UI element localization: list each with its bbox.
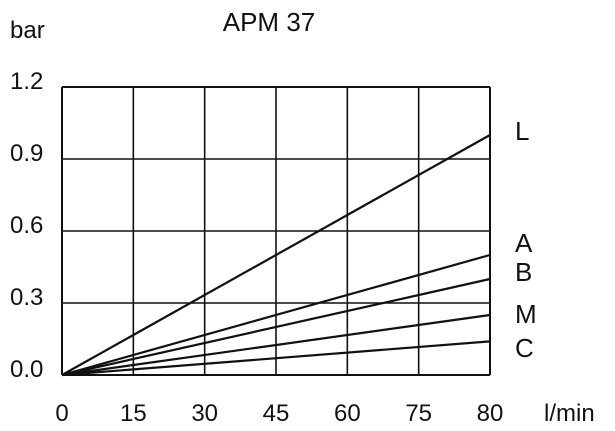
series-label-a: A: [515, 228, 533, 258]
y-tick-label: 0.3: [10, 284, 43, 311]
series-label-m: M: [515, 299, 537, 329]
series-line-m: [61, 313, 491, 377]
y-tick-label: 0.6: [10, 212, 43, 239]
x-tick-label: 60: [334, 400, 361, 426]
y-tick-label: 0.9: [10, 140, 43, 167]
x-tick-label: 15: [120, 400, 147, 426]
series-line-a: [61, 253, 491, 377]
grid: [61, 86, 491, 376]
series-label-l: L: [515, 116, 529, 146]
x-tick-label: 45: [263, 400, 290, 426]
series-line-l: [61, 134, 491, 376]
y-tick-label: 0.0: [10, 356, 43, 383]
series-line-b: [61, 277, 491, 377]
series-label-b: B: [515, 257, 532, 287]
y-axis-label: bar: [10, 17, 45, 44]
chart-title: APM 37: [223, 7, 316, 37]
series-line-c: [61, 340, 491, 377]
series-lines: [61, 134, 491, 377]
x-tick-label: 80: [477, 400, 504, 426]
y-tick-label: 1.2: [10, 68, 43, 95]
x-tick-label: 75: [405, 400, 432, 426]
tick-labels: 0 15 30 45 60 75 80 0.0 0.3 0.6 0.9 1.2: [10, 68, 504, 427]
x-tick-label: 30: [191, 400, 218, 426]
x-tick-label: 0: [55, 400, 68, 426]
series-label-c: C: [515, 333, 534, 363]
x-axis-label: l/min: [544, 400, 595, 426]
